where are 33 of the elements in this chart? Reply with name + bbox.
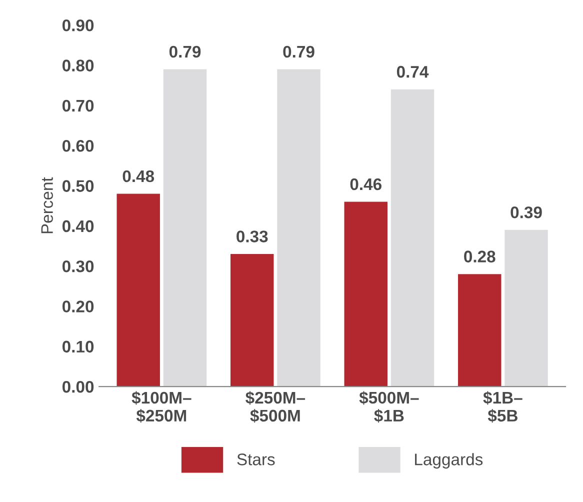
data-label: 0.33 (236, 230, 268, 242)
bar (116, 194, 160, 387)
y-tick-label: 0.30 (62, 260, 94, 272)
y-tick-label: 0.60 (62, 140, 94, 152)
legend-label: Stars (237, 454, 275, 466)
data-label: 0.46 (350, 178, 382, 190)
bar (344, 202, 388, 387)
data-label: 0.79 (283, 46, 314, 58)
y-axis-title: Percent (41, 177, 53, 234)
bar (277, 69, 320, 387)
y-tick-label: 0.50 (62, 180, 94, 192)
y-tick-label: 0.10 (62, 340, 94, 353)
y-tick-label: 0.70 (62, 100, 94, 112)
bar (390, 89, 434, 387)
bar (163, 69, 207, 387)
bar (504, 230, 548, 387)
x-tick-label: $250M– $500M (246, 391, 306, 423)
y-tick-label: 0.20 (62, 300, 94, 312)
x-tick-label: $100M– $250M (132, 391, 192, 423)
data-label: 0.28 (464, 250, 496, 262)
bar (230, 254, 274, 387)
data-label: 0.39 (510, 206, 542, 218)
y-tick-label: 0.90 (62, 20, 94, 32)
x-tick-label: $500M– $1B (359, 391, 419, 423)
data-label: 0.48 (122, 170, 154, 182)
bar (458, 274, 502, 387)
legend-label: Laggards (415, 453, 483, 469)
data-label: 0.74 (396, 66, 429, 78)
data-label: 0.79 (169, 46, 201, 58)
y-tick-label: 0.40 (62, 220, 94, 232)
x-tick-label: $1B– $5B (483, 391, 522, 423)
y-tick-label: 0.80 (62, 60, 94, 72)
y-tick-label: 0.00 (62, 380, 94, 393)
